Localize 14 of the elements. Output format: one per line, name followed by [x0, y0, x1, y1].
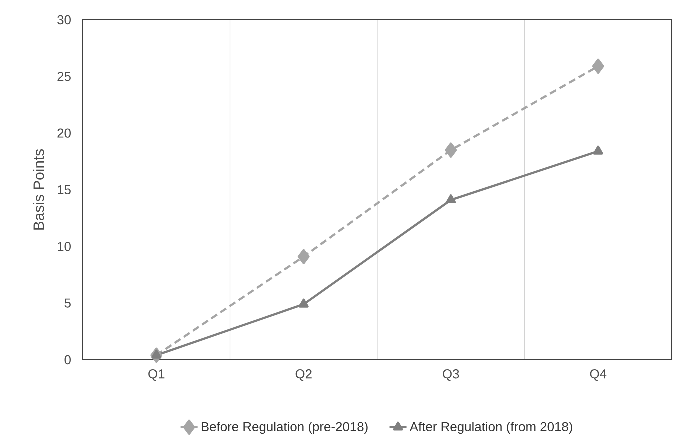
- legend-label: Before Regulation (pre-2018): [202, 422, 368, 434]
- y-tick-label: 30: [58, 15, 71, 25]
- x-tick-label: Q3: [443, 370, 460, 382]
- x-tick-label: Q2: [296, 370, 312, 382]
- x-tick-label: Q1: [148, 370, 165, 382]
- y-axis-title: Basis Points: [33, 149, 44, 230]
- y-tick-label: 10: [58, 242, 71, 252]
- y-tick-label: 25: [58, 72, 71, 82]
- y-tick-label: 15: [58, 185, 71, 195]
- y-tick-label: 0: [64, 355, 71, 365]
- y-tick-label: 5: [64, 298, 71, 308]
- y-tick-label: 20: [58, 128, 71, 138]
- legend-label: After Regulation (from 2018): [410, 422, 572, 434]
- x-tick-label: Q4: [590, 370, 607, 382]
